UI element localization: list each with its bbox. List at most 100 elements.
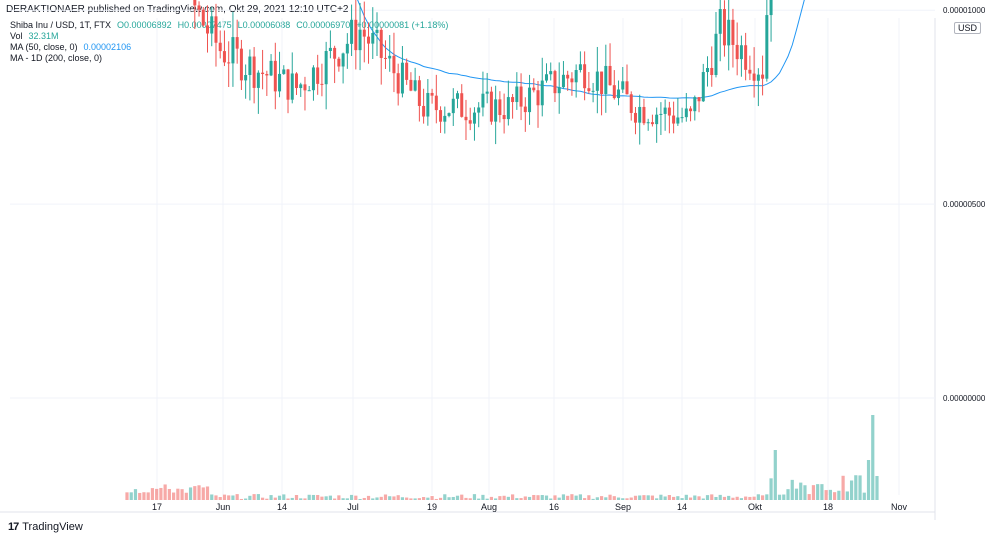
candle-body: [447, 113, 451, 116]
volume-bar: [769, 478, 773, 500]
candle-body: [646, 122, 650, 124]
volume-bar: [663, 496, 667, 500]
legend-open: O0.00006892: [117, 20, 172, 30]
candle-body: [528, 87, 532, 113]
volume-bar: [608, 494, 612, 500]
tradingview-brand-label: TradingView: [22, 521, 83, 533]
candle-body: [612, 85, 616, 99]
volume-bar: [557, 497, 561, 500]
volume-bar: [604, 497, 608, 500]
volume-bar: [172, 492, 176, 500]
candle-body: [769, 0, 773, 16]
candle-body: [265, 74, 269, 76]
candle-body: [638, 106, 642, 123]
candle-body: [744, 45, 748, 70]
candle-body: [409, 79, 413, 91]
legend-close: C0.00006970: [296, 20, 351, 30]
candle-body: [701, 72, 705, 102]
volume-bar: [282, 494, 286, 500]
candle-body: [248, 56, 252, 76]
candle-body: [536, 90, 540, 106]
volume-bar: [714, 496, 718, 500]
candle-body: [439, 110, 443, 122]
candle-body: [706, 67, 710, 73]
volume-bar: [477, 498, 481, 500]
candle-body: [727, 19, 731, 46]
volume-bar: [277, 495, 282, 500]
volume-bar: [142, 492, 146, 500]
candle-body: [206, 25, 210, 34]
volume-bar: [155, 488, 159, 500]
candle-body: [765, 15, 769, 79]
volume-bar: [616, 497, 621, 500]
candle-body: [358, 29, 362, 51]
legend-vol-label: Vol: [10, 31, 23, 41]
volume-bar: [595, 497, 599, 500]
volume-bar: [756, 494, 760, 500]
candle-body: [591, 90, 595, 92]
candle-body: [375, 29, 379, 33]
candle-body: [650, 122, 654, 125]
volume-bar: [646, 495, 650, 500]
volume-bar: [286, 498, 290, 500]
volume-bar: [371, 498, 375, 500]
volume-bar: [748, 496, 752, 500]
legend-ma50-value: 0.00002106: [83, 42, 132, 52]
volume-bar: [443, 494, 447, 500]
volume-bar: [146, 492, 150, 500]
volume-bar: [515, 498, 519, 500]
volume-bar: [659, 494, 663, 500]
candle-body: [303, 84, 307, 91]
currency-button[interactable]: USD: [954, 22, 982, 34]
candle-body: [210, 16, 214, 34]
volume-bar: [205, 486, 210, 500]
volume-bar: [222, 494, 227, 500]
volume-bar: [489, 496, 494, 500]
candle-body: [273, 60, 277, 92]
x-tick-label: Okt: [748, 502, 763, 512]
volume-bar: [197, 485, 201, 500]
volume-bar: [735, 496, 739, 500]
candle-body: [341, 53, 345, 67]
candle-body: [252, 56, 256, 88]
volume-bar: [710, 494, 714, 500]
volume-bar: [638, 495, 642, 500]
volume-bar: [731, 497, 735, 500]
volume-bar: [599, 496, 604, 500]
volume-bar: [803, 485, 807, 500]
volume-bar: [727, 495, 731, 500]
candle-body: [629, 94, 633, 113]
candle-body: [337, 58, 341, 67]
volume-bar: [871, 415, 875, 500]
candle-body: [502, 115, 506, 120]
volume-bar: [540, 495, 544, 500]
candle-body: [417, 80, 421, 106]
candle-body: [392, 55, 396, 74]
candle-body: [294, 73, 298, 89]
candle-body: [320, 83, 324, 85]
candle-body: [316, 67, 320, 84]
volume-bar: [201, 487, 205, 500]
candle-body: [214, 16, 218, 43]
tradingview-logo[interactable]: 17 TradingView: [8, 521, 83, 533]
volume-bar: [303, 498, 307, 500]
x-tick-label: Jul: [347, 502, 359, 512]
volume-bar: [527, 496, 532, 500]
volume-bar: [422, 497, 426, 500]
candle-body: [532, 87, 536, 91]
volume-bar: [447, 497, 451, 500]
volume-bar: [752, 496, 756, 500]
volume-bar: [451, 496, 455, 500]
volume-bar: [510, 494, 515, 500]
volume-bar: [231, 495, 235, 500]
candle-body: [574, 70, 578, 83]
candle-body: [307, 90, 311, 92]
volume-bar: [333, 498, 337, 500]
candle-body: [464, 116, 468, 121]
legend-symbol: Shiba Inu / USD, 1T, FTX: [10, 20, 112, 30]
volume-bar: [553, 495, 557, 500]
candle-body: [388, 55, 392, 59]
candle-body: [608, 65, 612, 86]
volume-bar: [311, 494, 316, 500]
